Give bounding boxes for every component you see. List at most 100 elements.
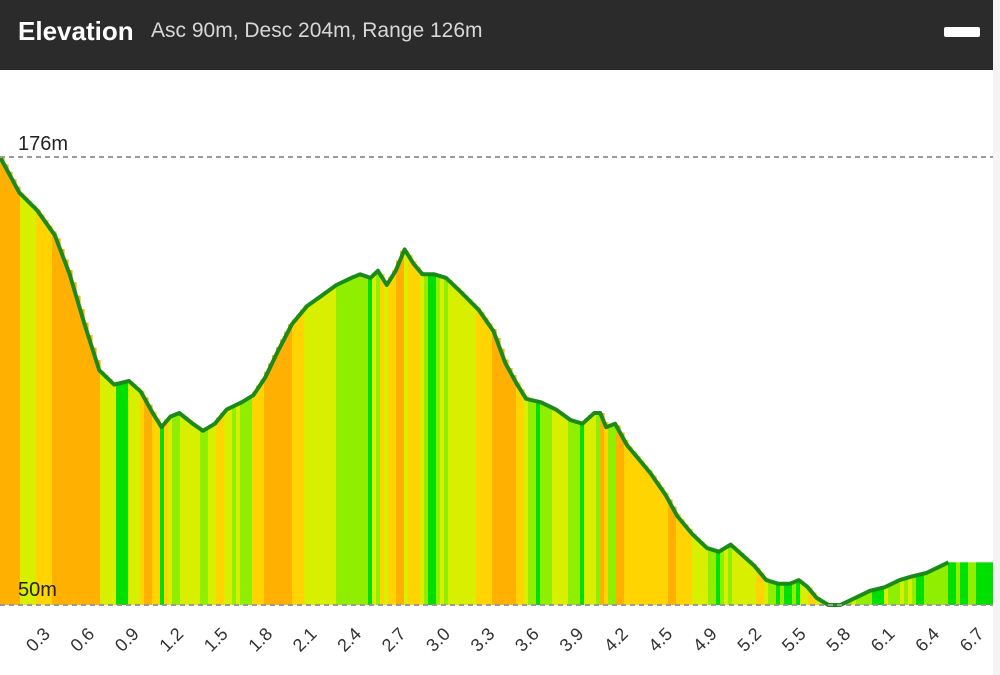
gradient-band [516,382,521,605]
gradient-band [804,584,809,605]
gradient-band [768,580,773,605]
gradient-band [500,348,505,605]
gradient-band [944,562,949,605]
gradient-band [660,486,665,605]
gradient-band [352,275,357,605]
x-tick-label: 1.5 [200,624,232,656]
gradient-band [732,545,737,605]
x-tick-label: 6.7 [956,624,988,656]
gradient-band [520,388,525,605]
gradient-band [284,331,289,605]
gradient-band [0,157,5,605]
title-bar: Elevation Asc 90m, Desc 204m, Range 126m [0,0,993,70]
gradient-band [748,560,753,605]
gradient-band [876,588,881,605]
gradient-band [452,283,457,605]
minimize-icon[interactable] [944,27,980,37]
gradient-band [432,274,437,605]
gradient-band [280,339,285,605]
gradient-band [960,562,965,605]
panel-title: Elevation [18,16,134,46]
gradient-band [652,475,657,605]
gradient-band [40,214,45,606]
gradient-band [212,422,217,605]
max-elevation-label: 176m [18,133,68,155]
gradient-band [672,506,677,605]
gradient-band [208,425,213,605]
gradient-band [216,417,221,605]
gradient-band [540,402,545,605]
gradient-band [444,277,449,605]
gradient-band [716,550,721,605]
gradient-band [904,577,909,605]
min-elevation-label: 50m [18,579,57,601]
gradient-band [544,403,549,605]
gradient-band [272,354,277,605]
gradient-band [420,271,425,605]
gradient-band [168,415,173,605]
gradient-band [360,274,365,605]
gradient-band [384,280,389,605]
gradient-band [20,193,25,605]
gradient-band [536,401,541,605]
gradient-band [492,329,497,605]
gradient-band [908,576,913,605]
gradient-band [864,591,869,605]
gradient-band [760,572,765,605]
gradient-band [796,581,801,605]
gradient-band [468,299,473,605]
gradient-band [476,307,481,605]
gradient-band [736,549,741,605]
gradient-band [156,418,161,605]
gradient-band [248,396,253,605]
gradient-band [932,568,937,605]
gradient-band [972,562,977,605]
gradient-band [72,282,77,605]
gradient-band [256,385,261,605]
gradient-band [856,595,861,605]
gradient-band [764,577,769,605]
gradient-band [48,225,53,605]
gradient-band [188,419,193,605]
gradient-band [132,383,137,605]
gradient-band [580,422,585,605]
gradient-band [340,281,345,605]
x-tick-label: 5.2 [733,624,765,656]
gradient-band [888,583,893,605]
gradient-band [412,261,417,605]
gradient-band [124,381,129,605]
gradient-band [880,587,885,605]
gradient-band [808,587,813,605]
gradient-band [396,260,401,605]
gradient-band [584,418,589,605]
gradient-band [744,556,749,605]
gradient-band [264,371,269,605]
x-tick-label: 0.6 [66,624,98,656]
gradient-band [60,248,65,605]
gradient-band [112,382,117,605]
elevation-stats: Asc 90m, Desc 204m, Range 126m [151,19,483,42]
gradient-band [16,186,21,605]
gradient-band [572,420,577,605]
x-tick-label: 3.3 [467,624,499,656]
gradient-band [312,299,317,605]
gradient-band [792,581,797,605]
gradient-band [868,590,873,605]
gradient-band [424,274,429,605]
gradient-band [568,418,573,605]
gradient-band [328,288,333,605]
x-tick-label: 0.9 [111,624,143,656]
gradient-band [108,378,113,605]
gradient-band [968,562,973,605]
gradient-band [44,220,49,605]
gradient-band [684,524,689,605]
gradient-band [392,270,397,605]
x-tick-label: 2.4 [333,624,365,656]
gradient-band [456,287,461,605]
gradient-band [460,291,465,605]
gradient-band [76,295,81,605]
gradient-bands [0,157,993,606]
gradient-band [676,513,681,605]
gradient-band [388,276,393,605]
gradient-band [912,575,917,605]
